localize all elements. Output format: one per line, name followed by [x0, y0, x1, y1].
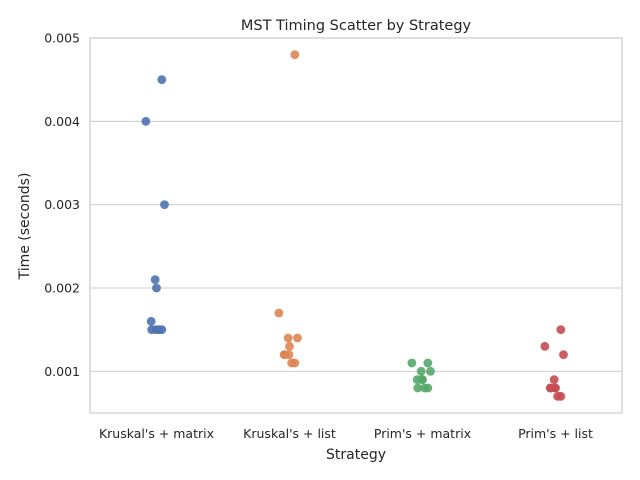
- x-tick-label: Kruskal's + list: [243, 426, 336, 441]
- plot-frame: [89, 37, 623, 414]
- data-point: [274, 308, 284, 318]
- x-axis-title: Strategy: [326, 447, 386, 463]
- data-point: [147, 325, 157, 335]
- data-points: [141, 50, 568, 401]
- x-tick-label: Prim's + matrix: [374, 426, 471, 441]
- data-point: [549, 375, 559, 385]
- x-tick-label: Prim's + list: [518, 426, 593, 441]
- data-point: [150, 275, 160, 285]
- data-point: [293, 333, 302, 343]
- x-tick-label: Kruskal's + matrix: [99, 426, 214, 441]
- data-point: [540, 341, 550, 351]
- data-point: [280, 350, 290, 360]
- y-tick-labels: 0.001 0.002 0.003 0.004 0.005: [44, 31, 80, 379]
- data-point: [556, 325, 566, 335]
- data-point: [413, 383, 423, 393]
- data-point: [152, 283, 161, 293]
- data-point: [559, 350, 568, 360]
- data-point: [556, 391, 566, 401]
- y-tick-label: 0.004: [44, 114, 80, 129]
- data-point: [407, 358, 417, 368]
- y-tick-label: 0.002: [44, 281, 80, 296]
- data-point: [160, 200, 169, 210]
- x-tick-labels: Kruskal's + matrix Kruskal's + list Prim's…: [99, 426, 593, 441]
- y-axis-title: Time (seconds): [17, 173, 33, 281]
- data-point: [283, 333, 293, 343]
- plot-background: [90, 38, 622, 413]
- data-point: [290, 50, 300, 60]
- y-tick-label: 0.003: [44, 197, 80, 212]
- chart-title: MST Timing Scatter by Strategy: [241, 18, 472, 34]
- data-point: [417, 375, 427, 385]
- data-point: [146, 316, 156, 326]
- data-point: [423, 383, 433, 393]
- y-tick-label: 0.001: [44, 364, 80, 379]
- data-point: [141, 116, 151, 126]
- data-point: [426, 366, 435, 376]
- data-point: [423, 358, 433, 368]
- data-point: [157, 325, 167, 335]
- data-point: [157, 75, 167, 85]
- data-point: [546, 383, 556, 393]
- data-point: [416, 366, 426, 376]
- y-tick-label: 0.005: [44, 31, 80, 46]
- data-point: [285, 341, 294, 351]
- data-point: [290, 358, 300, 368]
